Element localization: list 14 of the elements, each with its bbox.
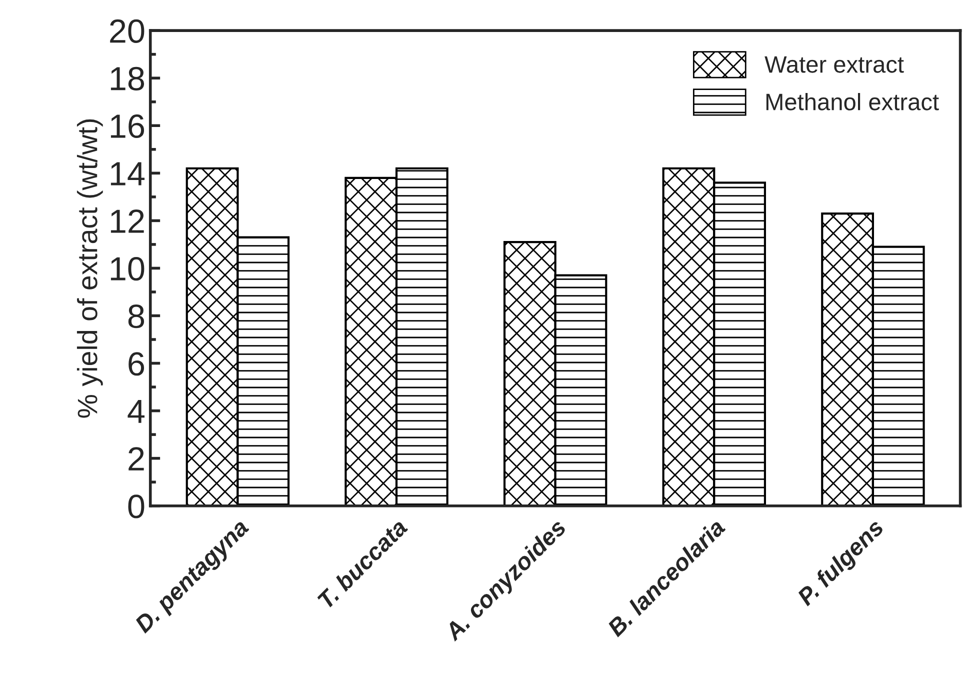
y-tick-label: 16 xyxy=(110,114,144,138)
y-tick-label: 18 xyxy=(110,66,144,90)
y-tick-label: 10 xyxy=(110,257,144,281)
y-tick-label: 6 xyxy=(128,352,144,376)
y-tick-label: 14 xyxy=(110,162,145,186)
y-tick-label: 2 xyxy=(128,447,144,470)
y-tick-label: 0 xyxy=(128,494,144,518)
y-tick-label: 20 xyxy=(110,19,144,43)
y-tick-label: 4 xyxy=(128,400,145,423)
y-tick-label: 8 xyxy=(128,304,144,328)
y-axis-title: % yield of extract (wt/wt) xyxy=(76,119,103,418)
legend-label: Methanol extract xyxy=(766,93,939,110)
y-tick-label: 12 xyxy=(110,209,144,233)
legend-label: Water extract xyxy=(764,56,904,73)
